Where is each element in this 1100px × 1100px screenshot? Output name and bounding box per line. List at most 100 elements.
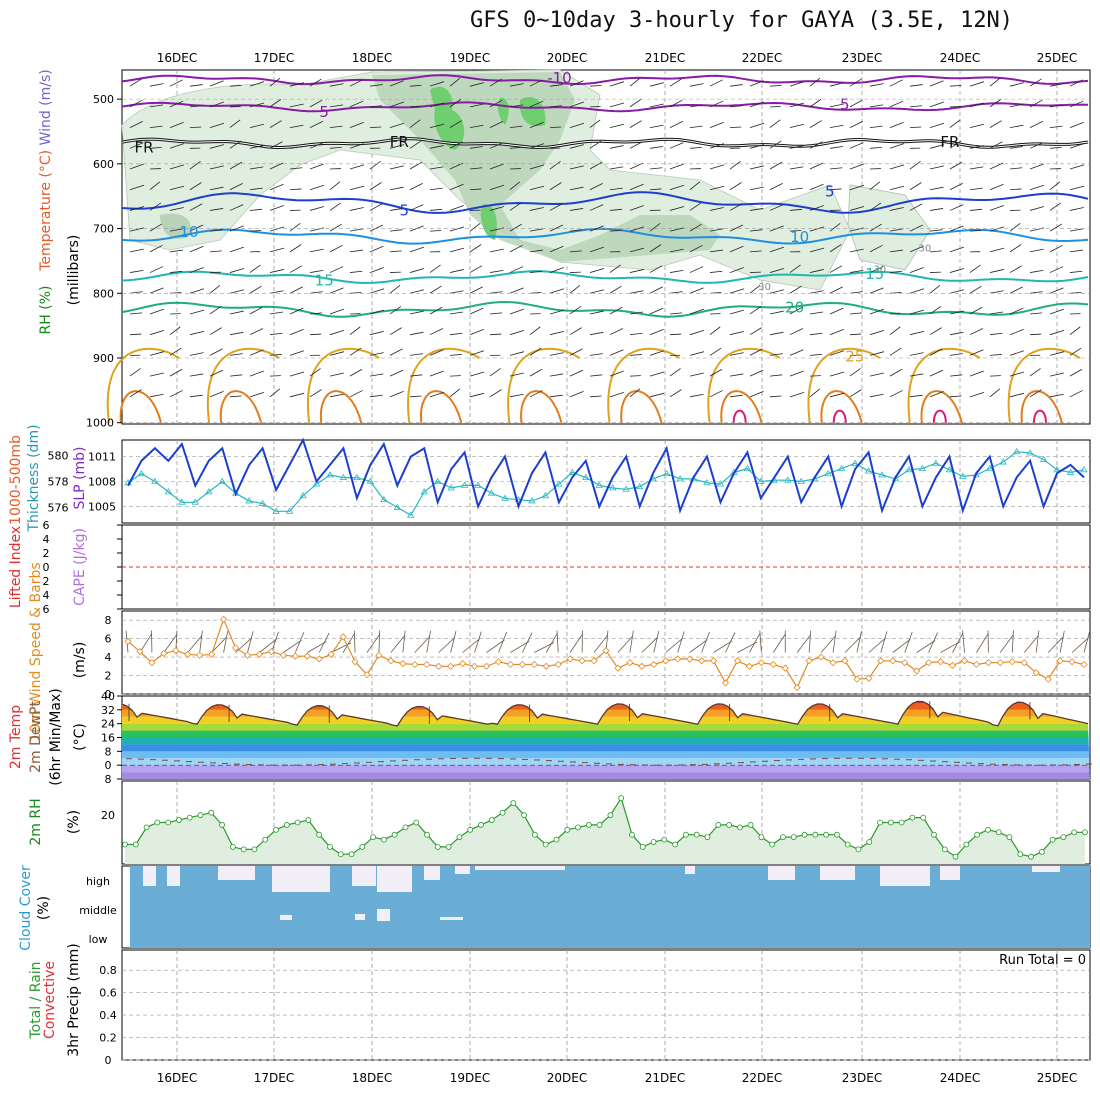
rh-point xyxy=(758,834,765,841)
rh-point xyxy=(661,836,668,843)
wind-speed-point xyxy=(411,660,419,669)
rh-point xyxy=(488,817,495,823)
upper-air-ylabel-pressure: (millibars) xyxy=(66,235,82,306)
wind-barb xyxy=(149,83,164,87)
wind-speed-point xyxy=(578,657,586,665)
surface-wind-barb xyxy=(641,636,658,653)
temp-tick-label: 40 xyxy=(101,690,115,703)
wind-barb xyxy=(509,202,522,211)
wind-barb xyxy=(209,285,221,294)
wind-barb xyxy=(549,182,562,191)
wind-barb xyxy=(649,329,664,336)
wind-barb xyxy=(309,163,324,170)
wind-speed-point xyxy=(255,650,264,658)
wind-barb xyxy=(809,120,822,128)
wind-barb xyxy=(189,330,204,336)
wind-barb xyxy=(309,206,325,211)
cloud-gap xyxy=(1032,866,1060,872)
wind-barb xyxy=(909,309,925,315)
precip-tick-label: 0.6 xyxy=(99,987,117,1000)
wind-barb xyxy=(329,223,342,232)
wind-barb xyxy=(469,265,483,273)
isotherm-30-loop xyxy=(219,390,263,423)
wind-barb xyxy=(549,126,562,128)
surface-wind-barb xyxy=(318,632,330,653)
wind-barb xyxy=(409,84,422,87)
wind-barb xyxy=(1029,163,1044,170)
wind-barb xyxy=(889,79,903,87)
rh-point xyxy=(693,831,700,838)
wind-barb xyxy=(329,372,344,377)
wind-barb xyxy=(989,332,1003,336)
rh-point xyxy=(337,851,344,858)
thickness-point xyxy=(609,484,617,491)
wind-barb xyxy=(409,331,424,336)
wind-barb xyxy=(909,245,924,253)
wind-barb xyxy=(809,311,824,315)
rh-point xyxy=(478,822,484,828)
surface-wind-barb xyxy=(486,639,505,653)
thickness-point xyxy=(757,477,765,484)
wind-barb xyxy=(769,140,782,149)
wind-barb xyxy=(989,183,1004,191)
wind-speed-point xyxy=(459,660,467,668)
wind-barb xyxy=(669,389,682,398)
slp-ylabel-2: Thickness (dm) xyxy=(26,424,42,532)
rh-shade-moist xyxy=(480,204,497,240)
wind-barb xyxy=(969,306,983,315)
wind-barb xyxy=(229,353,243,356)
wind-speed-point xyxy=(1056,657,1064,665)
wind-barb xyxy=(949,268,965,273)
wind-barb xyxy=(169,390,183,398)
wind-barb xyxy=(609,370,624,377)
wind-barb xyxy=(1069,390,1083,398)
wind-barb xyxy=(1069,207,1084,211)
wind-barb xyxy=(649,392,665,398)
wind-barb xyxy=(809,269,824,273)
wind-barb xyxy=(129,121,144,128)
thickness-tick-label: 578 xyxy=(48,476,69,489)
isotherm-25-loop xyxy=(907,347,981,423)
wind-barb xyxy=(869,202,882,211)
isotherm-minus10 xyxy=(121,74,1089,86)
wind-speed-point xyxy=(925,659,933,667)
wind-speed-point xyxy=(757,659,765,667)
isotherm-label: 20 xyxy=(785,299,804,317)
wind-barb xyxy=(629,290,644,294)
wind-barb xyxy=(309,78,322,87)
wind-speed-point xyxy=(172,647,180,655)
rh-point xyxy=(877,819,883,826)
wind-barb xyxy=(649,307,664,315)
wind-barb xyxy=(889,390,903,398)
wind-barb xyxy=(429,208,443,211)
wind-ylabel-1: 10m Wind Speed & Barbs xyxy=(28,562,44,741)
wind-barb xyxy=(769,310,784,315)
rh-shade-moist xyxy=(430,86,465,150)
wind-barb xyxy=(969,391,985,398)
wind-barb xyxy=(469,167,483,170)
wind-barb xyxy=(869,266,884,273)
wind-barb xyxy=(389,369,404,377)
wind-barb xyxy=(1049,351,1065,356)
wind-barb xyxy=(289,329,304,336)
wind-barb xyxy=(789,166,804,170)
surface-wind-barb xyxy=(390,635,406,653)
surface-wind-barb xyxy=(928,632,938,653)
surface-wind-barb xyxy=(199,630,203,653)
thickness-point xyxy=(353,473,361,481)
rh-point xyxy=(585,822,592,828)
wind-barb xyxy=(969,230,982,232)
isotherm-label: 30 xyxy=(873,264,886,275)
wind-barb xyxy=(269,311,284,315)
temp-tick-label: 8 xyxy=(105,773,112,786)
wind-barb xyxy=(1049,330,1065,336)
wind-barb xyxy=(249,328,264,336)
wind-barb xyxy=(989,290,1004,294)
wind-barb xyxy=(889,347,902,356)
wind-tick-label: 4 xyxy=(105,651,112,664)
wind-barb xyxy=(1069,121,1084,128)
rh-point xyxy=(359,844,366,850)
surface-wind-barb xyxy=(629,630,634,653)
wind-barb xyxy=(429,81,445,87)
